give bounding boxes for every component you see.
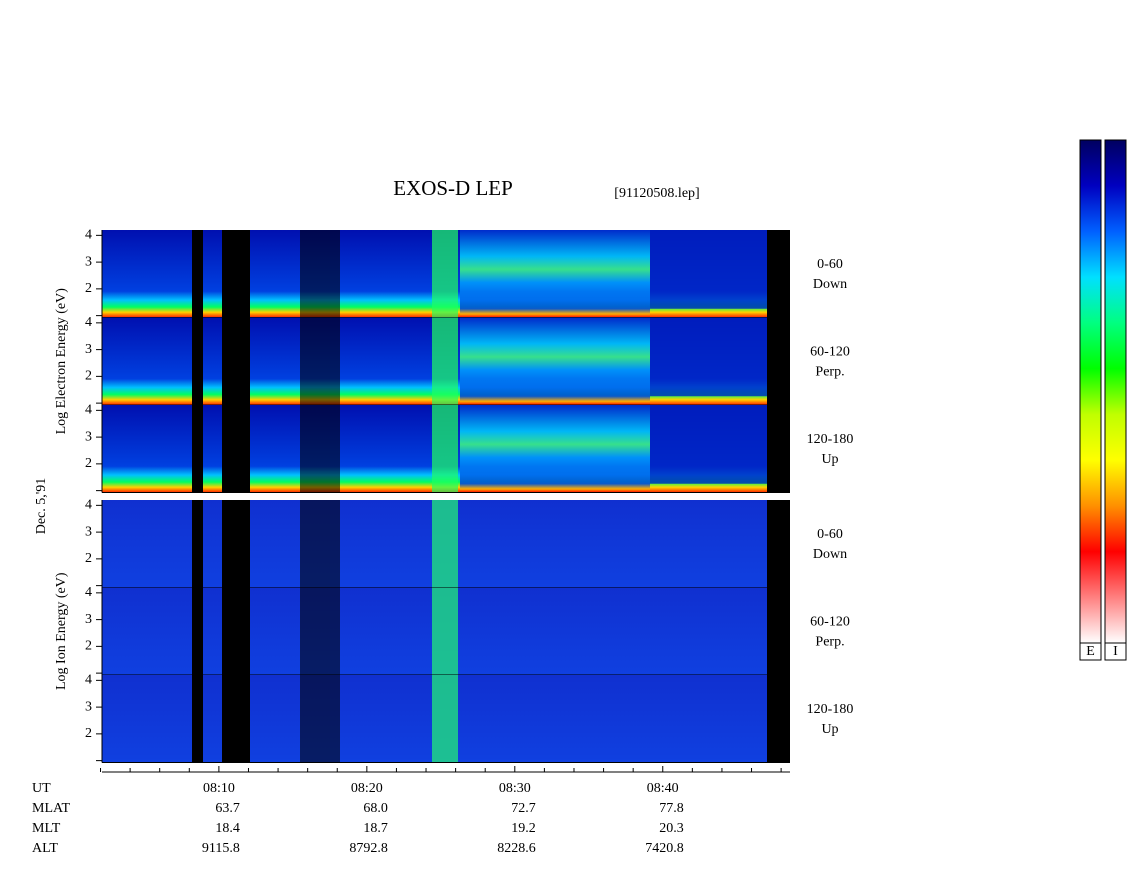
spectrogram	[460, 405, 650, 493]
y-tick-label: 2	[85, 369, 92, 384]
data-gap	[222, 230, 250, 318]
data-gap	[222, 675, 250, 763]
y-tick-label: 3	[85, 612, 92, 627]
y-tick-label: 4	[85, 585, 92, 600]
y-tick-label: 3	[85, 254, 92, 269]
data-gap	[222, 587, 250, 675]
panel-direction: Down	[813, 547, 847, 562]
panel-angle: 0-60	[817, 527, 843, 542]
panel-direction: Up	[821, 722, 838, 737]
y-axis-label: Log Ion Energy (eV)	[54, 572, 69, 690]
panel-angle: 120-180	[807, 432, 854, 447]
data-gap	[767, 675, 790, 763]
data-gap	[767, 500, 790, 588]
data-gap	[192, 317, 203, 405]
panel-angle: 60-120	[810, 615, 850, 630]
row-value: 20.3	[659, 821, 684, 836]
panel-angle: 120-180	[807, 702, 854, 717]
row-value: 18.4	[215, 821, 240, 836]
data-gap	[192, 675, 203, 763]
spectrogram	[432, 405, 458, 493]
data-gap	[192, 230, 203, 318]
row-value: 9115.8	[202, 841, 240, 856]
spectrogram	[650, 405, 767, 484]
row-value: 8792.8	[349, 841, 388, 856]
colorbar	[1079, 139, 1102, 644]
data-gap	[192, 405, 203, 493]
date-label: Dec. 5,'91	[34, 478, 49, 535]
row-label: MLT	[32, 821, 61, 836]
y-tick-label: 4	[85, 498, 92, 513]
spectrogram	[650, 230, 767, 309]
y-axis-label: Log Electron Energy (eV)	[54, 288, 69, 435]
y-tick-label: 2	[85, 281, 92, 296]
y-tick-label: 4	[85, 673, 92, 688]
data-gap	[222, 317, 250, 405]
spectrogram	[460, 230, 650, 318]
data-gap	[192, 500, 203, 588]
y-tick-label: 4	[85, 228, 92, 243]
row-value: 8228.6	[497, 841, 536, 856]
data-gap	[192, 587, 203, 675]
y-tick-label: 2	[85, 551, 92, 566]
colorbar-label-box	[1079, 642, 1102, 661]
y-tick-label: 3	[85, 429, 92, 444]
panel-angle: 60-120	[810, 345, 850, 360]
y-tick-label: 2	[85, 456, 92, 471]
panel-direction: Down	[813, 277, 847, 292]
data-gap	[767, 587, 790, 675]
data-gap	[767, 230, 790, 318]
data-gap	[222, 500, 250, 588]
x-tick-label: 08:30	[499, 781, 531, 796]
y-tick-label: 3	[85, 524, 92, 539]
row-value: 19.2	[511, 821, 536, 836]
y-tick-label: 4	[85, 403, 92, 418]
data-gap	[767, 317, 790, 405]
spectrogram	[432, 587, 458, 675]
spectrogram	[432, 500, 458, 588]
data-gap	[300, 405, 340, 493]
x-tick-label: 08:10	[203, 781, 235, 796]
data-gap	[300, 500, 340, 588]
y-tick-label: 4	[85, 315, 92, 330]
y-tick-label: 2	[85, 726, 92, 741]
file-name: [91120508.lep]	[614, 186, 699, 201]
y-tick-label: 2	[85, 639, 92, 654]
spectrogram	[432, 317, 458, 405]
x-tick-label: 08:40	[647, 781, 679, 796]
panel-direction: Perp.	[815, 635, 844, 650]
colorbar-label-box	[1104, 642, 1127, 661]
row-label: ALT	[32, 841, 58, 856]
panel-angle: 0-60	[817, 257, 843, 272]
spectrogram	[460, 317, 650, 405]
data-gap	[300, 587, 340, 675]
row-value: 7420.8	[645, 841, 684, 856]
data-gap	[222, 405, 250, 493]
row-value: 63.7	[215, 801, 240, 816]
row-value: 77.8	[659, 801, 684, 816]
x-tick-label: 08:20	[351, 781, 383, 796]
spectrogram	[432, 675, 458, 763]
panel-direction: Perp.	[815, 365, 844, 380]
panel-direction: Up	[821, 452, 838, 467]
data-gap	[300, 675, 340, 763]
title: EXOS-D LEP	[393, 176, 513, 200]
row-value: 68.0	[363, 801, 388, 816]
colorbar-label: I	[1113, 644, 1118, 659]
colorbar	[1104, 139, 1127, 644]
y-tick-label: 3	[85, 342, 92, 357]
y-tick-label: 3	[85, 699, 92, 714]
spectrogram	[432, 230, 458, 318]
row-label: UT	[32, 781, 51, 796]
spectrogram	[650, 317, 767, 397]
colorbar-label: E	[1086, 644, 1095, 659]
data-gap	[300, 317, 340, 405]
data-gap	[300, 230, 340, 318]
row-value: 18.7	[363, 821, 388, 836]
row-label: MLAT	[32, 801, 71, 816]
row-value: 72.7	[511, 801, 536, 816]
data-gap	[767, 405, 790, 493]
